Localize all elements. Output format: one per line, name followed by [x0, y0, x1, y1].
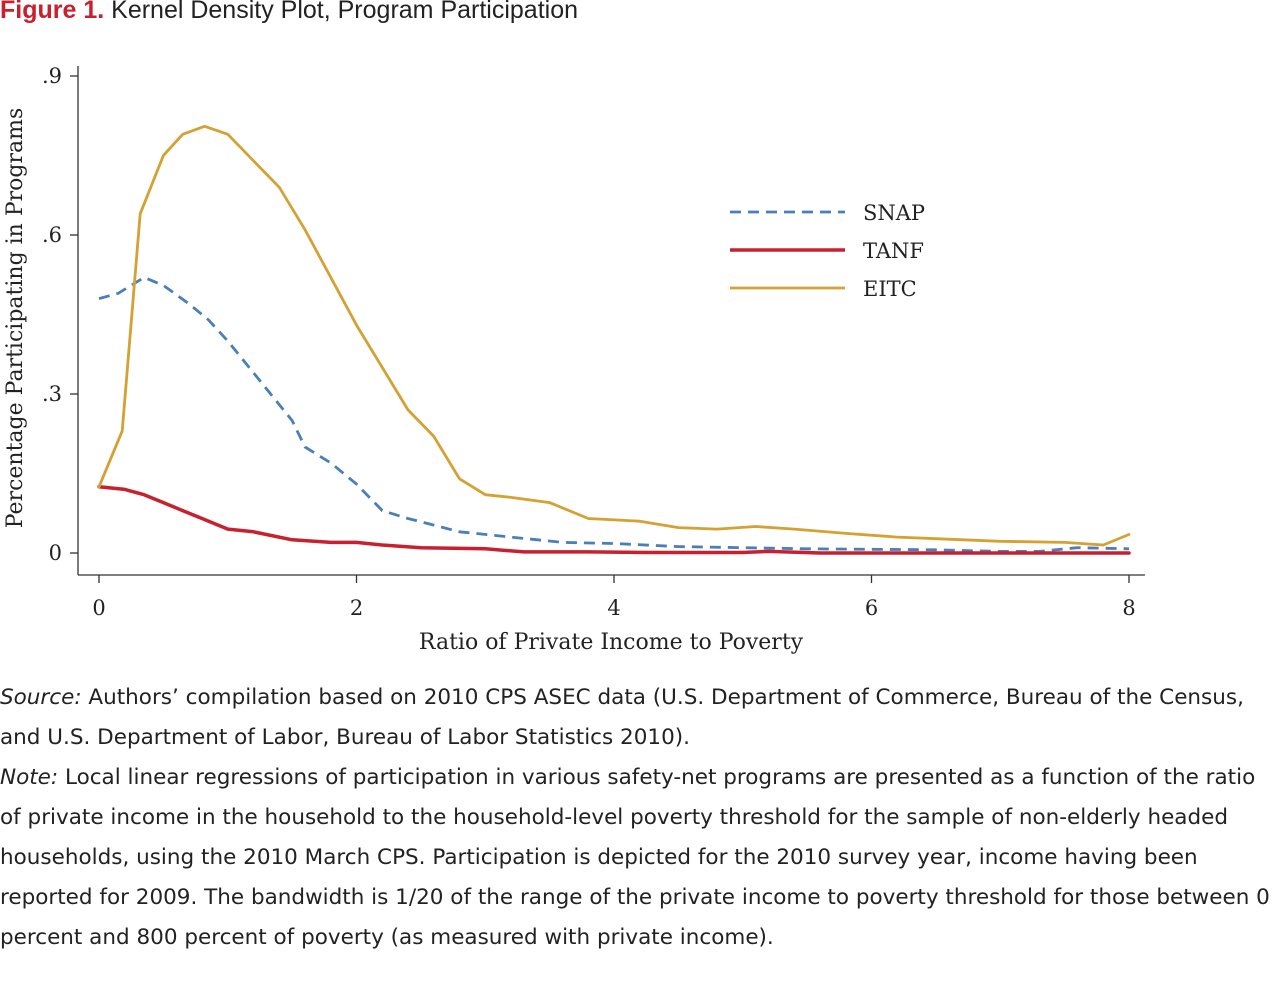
- figure-note: Note: Local linear regressions of partic…: [0, 758, 1280, 958]
- series-line-eitc: [97, 124, 1131, 547]
- y-tick-label: .9: [42, 64, 62, 88]
- y-tick-label: 0: [49, 541, 62, 565]
- source-text: Authors’ compilation based on 2010 CPS A…: [0, 685, 1244, 750]
- note-label: Note:: [0, 765, 59, 790]
- x-tick-label: 4: [607, 596, 620, 620]
- y-tick-label: .3: [42, 382, 62, 406]
- series-line-tanf: [97, 485, 1131, 555]
- source-note: Source: Authors’ compilation based on 20…: [0, 678, 1280, 758]
- series-line-snap: [98, 276, 1130, 553]
- figure-title-text: Kernel Density Plot, Program Participati…: [111, 0, 579, 24]
- note-text: Local linear regressions of participatio…: [0, 765, 1270, 950]
- x-tick-label: 0: [92, 596, 105, 620]
- source-label: Source:: [0, 685, 82, 710]
- legend-label-tanf: TANF: [863, 239, 924, 263]
- figure-caption: Source: Authors’ compilation based on 20…: [0, 678, 1280, 958]
- x-axis-label: Ratio of Private Income to Poverty: [419, 630, 804, 655]
- x-tick-label: 6: [865, 596, 878, 620]
- kernel-density-chart: 0 .3 .6 .9 0 2 4 6 8 Ratio of Private Income to P…: [3, 64, 1145, 655]
- figure-title: Figure 1. Kernel Density Plot, Program P…: [0, 0, 578, 25]
- figure-label: Figure 1.: [0, 0, 105, 24]
- x-tick-label: 2: [350, 596, 363, 620]
- x-tick-label: 8: [1122, 596, 1135, 620]
- legend-label-eitc: EITC: [863, 277, 917, 301]
- y-tick-label: .6: [42, 223, 62, 247]
- y-axis-label: Percentage Participating in Programs: [3, 108, 28, 529]
- legend-label-snap: SNAP: [863, 201, 925, 225]
